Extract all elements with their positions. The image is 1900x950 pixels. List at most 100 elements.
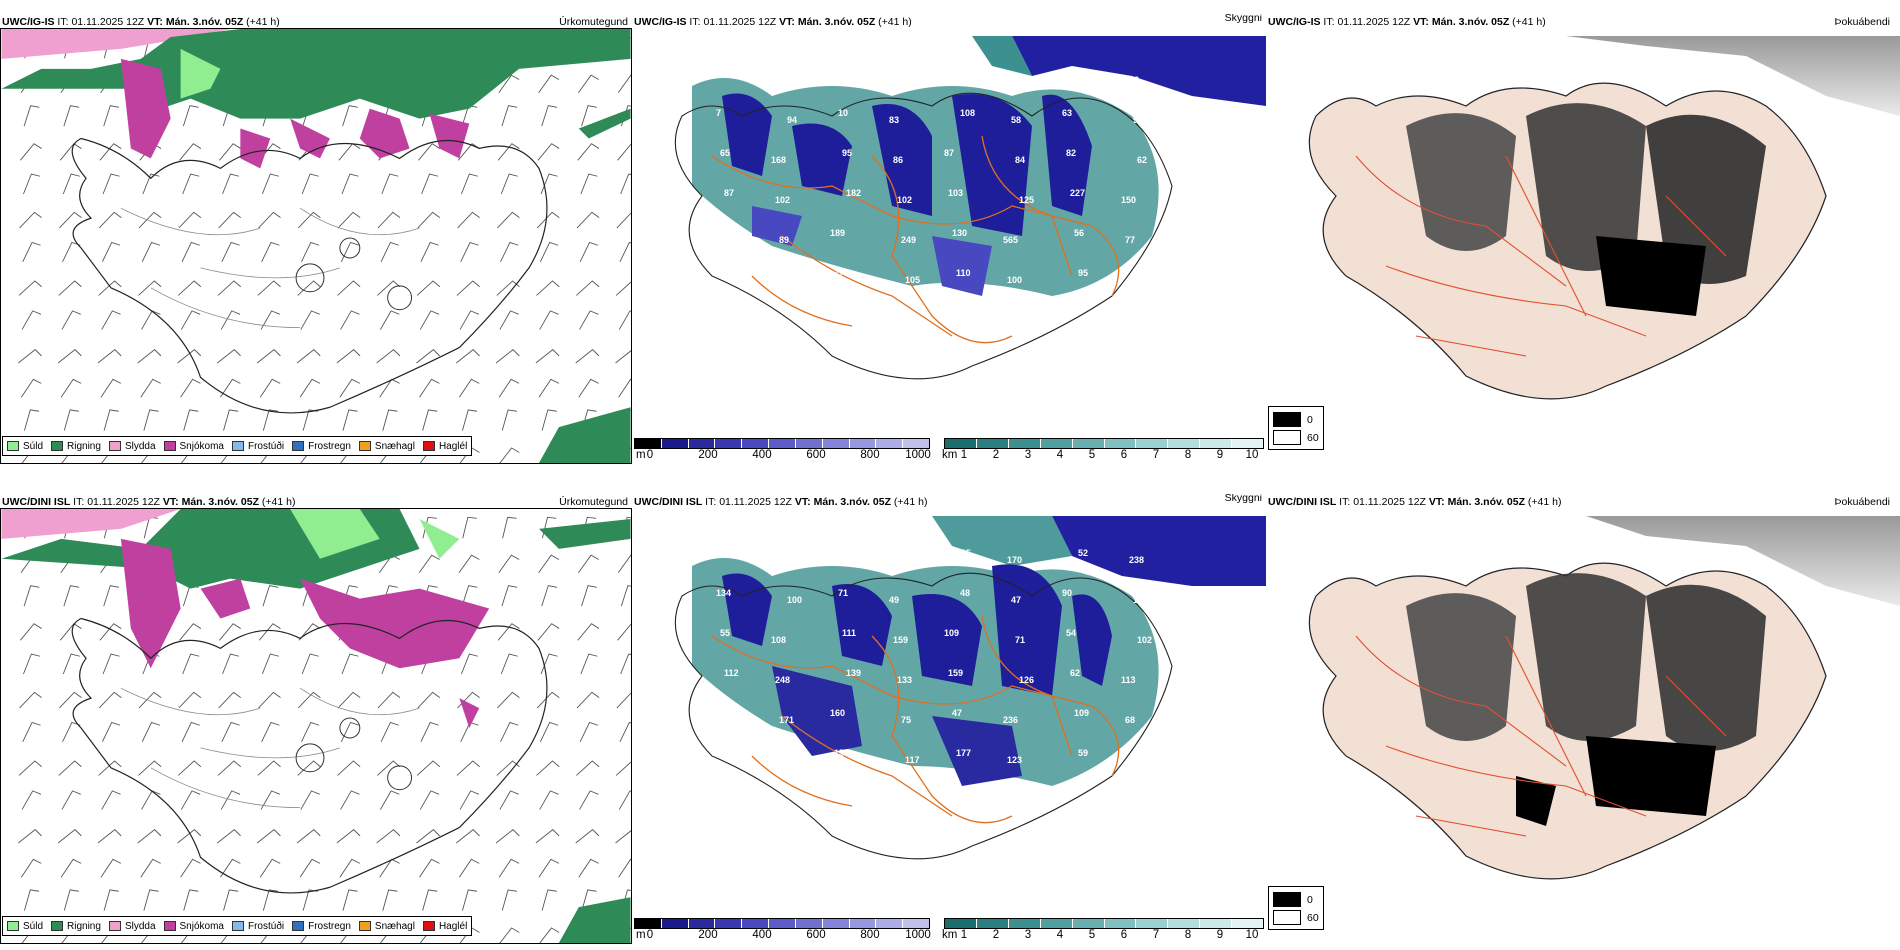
wind-barb — [180, 858, 201, 878]
snow-depth-label: 56 — [1074, 228, 1084, 238]
wind-barb — [420, 241, 439, 263]
wind-barb — [496, 280, 520, 296]
wind-barb — [382, 889, 398, 911]
wind-barb — [536, 211, 560, 229]
wind-barb — [377, 691, 401, 709]
wind-barb — [459, 790, 480, 810]
wind-barb — [581, 585, 597, 607]
legend-item: Frostúði — [231, 921, 284, 932]
wind-barb — [296, 349, 321, 364]
snow-depth-label: 136 — [905, 555, 920, 565]
wind-barb — [99, 623, 122, 641]
wind-barb — [460, 653, 479, 675]
snow-depth-label: 113 — [783, 755, 798, 765]
legend-swatch — [108, 441, 121, 451]
wind-barb — [217, 280, 242, 296]
wind-barb — [20, 858, 42, 878]
wind-barb — [538, 378, 560, 398]
wind-barb — [258, 623, 281, 641]
wind-barb — [422, 409, 438, 431]
wind-barb — [337, 760, 361, 776]
fog-map — [1266, 516, 1900, 944]
snow-depth-label: 170 — [1007, 555, 1022, 565]
wind-barb — [497, 623, 520, 641]
vis-tick: 9 — [1216, 929, 1224, 941]
wind-barb — [140, 858, 161, 878]
snow-depth-label: 83 — [889, 115, 899, 125]
wind-barb — [581, 889, 597, 911]
snow-depth-label: 159 — [893, 635, 908, 645]
wind-barb — [419, 858, 440, 878]
snow-depth-label: 117 — [905, 755, 920, 765]
wind-barb — [577, 143, 600, 161]
legend-swatch — [422, 921, 435, 931]
wind-barb — [501, 889, 517, 911]
wind-barb — [456, 760, 480, 776]
vis-tick: 10 — [1245, 929, 1259, 941]
wind-barb — [617, 554, 631, 573]
snow-depth-label: 90 — [712, 268, 722, 278]
wind-barb — [138, 211, 162, 229]
wind-barb — [497, 691, 520, 709]
snow-depth-label: 109 — [944, 628, 959, 638]
wind-barb — [422, 889, 438, 911]
snow-depth-label: 112 — [724, 668, 739, 678]
snow-depth-label: 177 — [956, 748, 971, 758]
snow-depth-label: 93 — [905, 75, 915, 85]
wind-barb — [23, 173, 41, 195]
wind-barb — [258, 211, 281, 229]
vis-tick: 2 — [992, 449, 1000, 461]
snow-depth-label: 110 — [956, 268, 971, 278]
wind-barb — [223, 889, 239, 911]
wind-barb — [22, 241, 41, 263]
vis-tick: 8 — [1184, 449, 1192, 461]
panel-param-title: Þokuábendi — [1834, 496, 1890, 508]
wind-barb — [495, 349, 520, 364]
snow-colorbar: m 0 200 400 600 800 1000 — [634, 438, 931, 463]
snow-depth-label: 227 — [1070, 188, 1085, 198]
snow-depth-label: 47 — [1011, 595, 1021, 605]
wind-barb — [537, 623, 560, 641]
wind-barb — [180, 310, 201, 330]
vis-tick: 7 — [1152, 449, 1160, 461]
wind-barb — [577, 623, 600, 641]
wind-barb — [138, 691, 162, 709]
snow-depth-label: 71 — [838, 588, 848, 598]
vis-tick: 2 — [992, 929, 1000, 941]
snow-depth-label: 95 — [842, 148, 852, 158]
wind-barb — [97, 349, 122, 364]
wind-barb — [261, 173, 280, 195]
snow-depth-label: 75 — [901, 715, 911, 725]
wind-barb — [100, 858, 122, 878]
wind-barb — [340, 241, 360, 263]
wind-barb — [180, 378, 201, 398]
wind-barb — [539, 721, 559, 743]
wind-barb — [22, 721, 41, 743]
wind-barb — [222, 173, 240, 195]
wind-barb — [261, 241, 280, 263]
wind-barb — [296, 829, 321, 844]
wind-barb — [262, 409, 279, 431]
snow-depth-label: 108 — [771, 635, 786, 645]
wind-barb — [500, 721, 519, 743]
wind-barb — [182, 105, 199, 127]
wind-barb — [418, 143, 440, 161]
snow-depth-label: 7 — [716, 108, 721, 118]
wind-barb — [221, 241, 240, 263]
wind-barb — [616, 211, 631, 229]
wind-barb — [376, 829, 401, 844]
precip-panel-bottom: UWC/DINI ISL IT: 01.11.2025 12Z VT: Mán.… — [0, 494, 632, 944]
wind-barb — [579, 721, 599, 743]
fog-panel-bottom: UWC/DINI ISL IT: 01.11.2025 12Z VT: Mán.… — [1266, 494, 1900, 944]
wind-barb — [579, 790, 599, 810]
wind-barb — [298, 623, 321, 641]
precip-map — [0, 28, 632, 464]
snow-depth-label: 99 — [1133, 115, 1143, 125]
snow-depth-label: 158 — [728, 228, 743, 238]
wind-barb — [541, 585, 558, 607]
wind-barb — [140, 378, 161, 398]
wind-barb — [99, 143, 122, 161]
wind-barb — [535, 829, 560, 844]
precip-legend: Súld Rigning Slydda Snjókoma Frostúði Fr… — [2, 916, 473, 936]
wind-barb — [299, 858, 321, 878]
